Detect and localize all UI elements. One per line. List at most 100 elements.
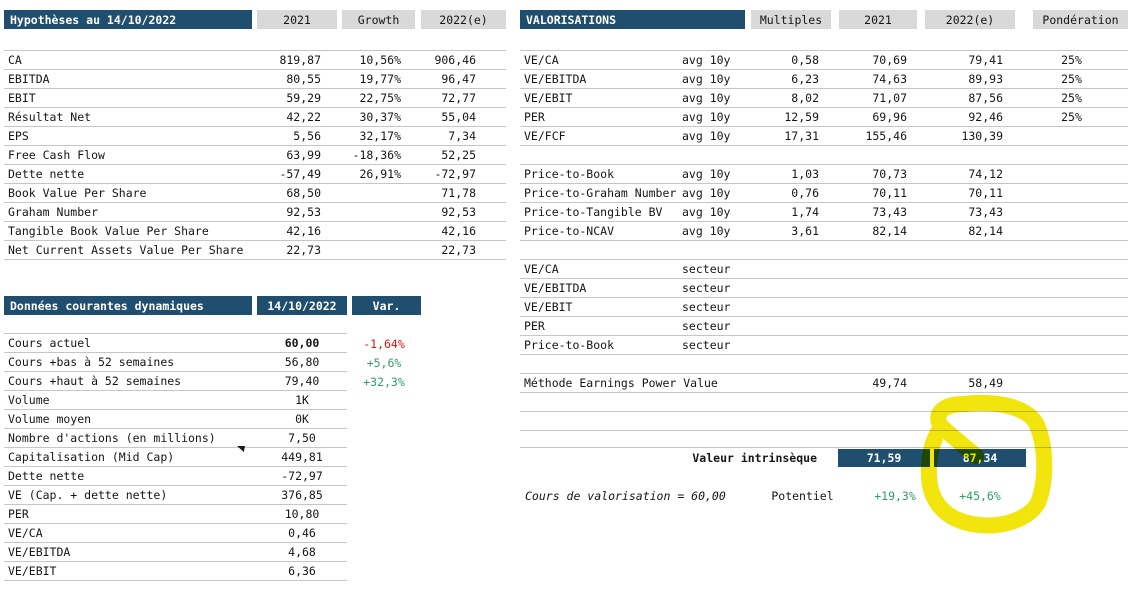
row-label[interactable]: VE/EBITDA	[524, 72, 587, 86]
cell-basis[interactable]: secteur	[682, 338, 731, 352]
cell-basis[interactable]: secteur	[682, 319, 731, 333]
cell-value[interactable]: 0K	[295, 412, 309, 426]
cell-2021[interactable]: -57,49	[279, 167, 321, 181]
cell-multiple[interactable]: 0,76	[791, 186, 819, 200]
row-label[interactable]: Capitalisation (Mid Cap)	[8, 450, 175, 464]
cell-2021[interactable]: 71,07	[872, 91, 907, 105]
intrinsic-value-2021[interactable]: 71,59	[838, 449, 930, 467]
cell-2021[interactable]: 92,53	[286, 205, 321, 219]
row-label[interactable]: Nombre d'actions (en millions)	[8, 431, 216, 445]
cell-2021[interactable]: 155,46	[865, 129, 907, 143]
cell-2021[interactable]: 69,96	[872, 110, 907, 124]
row-label[interactable]: Price-to-Book	[524, 167, 615, 181]
row-label[interactable]: EBITDA	[8, 72, 50, 86]
row-label[interactable]: Price-to-NCAV	[524, 224, 615, 238]
cell-var[interactable]	[347, 524, 421, 543]
cell-basis[interactable]: avg 10y	[682, 72, 731, 86]
row-label[interactable]: Tangible Book Value Per Share	[8, 224, 209, 238]
column-header-ponderation[interactable]: Pondération	[1033, 10, 1128, 29]
cell-multiple[interactable]: 3,61	[791, 224, 819, 238]
cell-growth[interactable]: -18,36%	[352, 148, 401, 162]
column-header-2022e[interactable]: 2022(e)	[421, 10, 506, 29]
cell-2022e[interactable]: 22,73	[441, 243, 476, 257]
column-header-growth[interactable]: Growth	[342, 10, 415, 29]
row-label[interactable]: Volume moyen	[8, 412, 92, 426]
cell-2021[interactable]: 59,29	[286, 91, 321, 105]
cell-var[interactable]	[347, 429, 421, 448]
cell-var[interactable]	[347, 448, 421, 467]
row-label[interactable]: Résultat Net	[8, 110, 92, 124]
column-header-2021[interactable]: 2021	[839, 10, 917, 29]
row-label[interactable]: Book Value Per Share	[8, 186, 147, 200]
cell-basis[interactable]: avg 10y	[682, 110, 731, 124]
cell-2022e[interactable]: 58,49	[968, 376, 1003, 390]
cell-2021[interactable]: 80,55	[286, 72, 321, 86]
cell-weight[interactable]	[1015, 127, 1128, 145]
cell-2022e[interactable]: 82,14	[968, 224, 1003, 238]
row-label[interactable]: VE/EBITDA	[524, 281, 587, 295]
row-label[interactable]: PER	[524, 110, 545, 124]
cell-multiple[interactable]: 1,74	[791, 205, 819, 219]
cell-weight[interactable]: 25%	[1061, 110, 1082, 124]
cell-weight[interactable]	[1015, 222, 1128, 240]
cell-2022e[interactable]: -72,97	[434, 167, 476, 181]
cell-growth[interactable]	[337, 184, 415, 202]
row-label[interactable]: VE/CA	[8, 526, 43, 540]
cell-2022e[interactable]: 7,34	[448, 129, 476, 143]
row-label[interactable]: EPS	[8, 129, 29, 143]
cell-var[interactable]: +32,3%	[363, 374, 405, 389]
cell-2021[interactable]: 42,22	[286, 110, 321, 124]
cell-2022e[interactable]: 906,46	[434, 53, 476, 67]
row-label[interactable]: Net Current Assets Value Per Share	[8, 243, 244, 257]
cell-2021[interactable]: 42,16	[286, 224, 321, 238]
row-label[interactable]: Price-to-Book	[524, 338, 615, 352]
cell-growth[interactable]	[337, 203, 415, 221]
row-label[interactable]: Volume	[8, 393, 50, 407]
cell-basis[interactable]: avg 10y	[682, 91, 731, 105]
cell-var[interactable]	[347, 410, 421, 429]
cell-basis[interactable]: avg 10y	[682, 167, 731, 181]
cell-var[interactable]	[347, 562, 421, 581]
cell-basis[interactable]: avg 10y	[682, 129, 731, 143]
cell-basis[interactable]: secteur	[682, 262, 731, 276]
row-label[interactable]: Cours +haut à 52 semaines	[8, 374, 182, 388]
donnees-title-cell[interactable]: Données courantes dynamiques	[4, 296, 252, 315]
cell-var[interactable]	[347, 505, 421, 524]
valorisations-title-cell[interactable]: VALORISATIONS	[520, 10, 745, 29]
cell-multiple[interactable]: 8,02	[791, 91, 819, 105]
cell-2022e[interactable]: 52,25	[441, 148, 476, 162]
cell-2021[interactable]: 73,43	[872, 205, 907, 219]
cell-2022e[interactable]: 92,46	[968, 110, 1003, 124]
cell-growth[interactable]: 22,75%	[359, 91, 401, 105]
row-label[interactable]: PER	[8, 507, 29, 521]
cell-basis[interactable]: secteur	[682, 281, 731, 295]
hypotheses-title-cell[interactable]: Hypothèses au 14/10/2022	[4, 10, 252, 29]
cell-value[interactable]: 56,80	[284, 355, 320, 369]
cell-value[interactable]: 60,00	[284, 336, 320, 350]
cell-growth[interactable]: 10,56%	[359, 53, 401, 67]
cell-2021[interactable]: 68,50	[286, 186, 321, 200]
cell-var[interactable]	[347, 391, 421, 410]
cell-value[interactable]: 0,46	[288, 526, 316, 540]
cell-2021[interactable]: 63,99	[286, 148, 321, 162]
column-header-var[interactable]: Var.	[352, 296, 421, 315]
cell-var[interactable]	[347, 486, 421, 505]
cell-basis[interactable]: avg 10y	[682, 53, 731, 67]
cell-2022e[interactable]: 89,93	[968, 72, 1003, 86]
row-label[interactable]: VE/FCF	[524, 129, 566, 143]
cell-2021[interactable]: 5,56	[293, 129, 321, 143]
row-label[interactable]: VE/EBITDA	[8, 545, 71, 559]
row-label[interactable]: VE (Cap. + dette nette)	[8, 488, 168, 502]
cell-var[interactable]: -1,64%	[363, 336, 405, 351]
row-label[interactable]: EBIT	[8, 91, 36, 105]
cell-2021[interactable]: 82,14	[872, 224, 907, 238]
potential-2021[interactable]: +19,3%	[874, 488, 916, 503]
cell-growth[interactable]	[337, 222, 415, 240]
row-label[interactable]: PER	[524, 319, 545, 333]
valuation-price-label[interactable]: Cours de valorisation = 60,00	[525, 488, 726, 503]
cell-2022e[interactable]: 55,04	[441, 110, 476, 124]
cell-multiple[interactable]: 12,59	[784, 110, 819, 124]
row-label[interactable]: Dette nette	[8, 167, 85, 181]
row-label[interactable]: VE/CA	[524, 262, 559, 276]
column-header-2022e[interactable]: 2022(e)	[925, 10, 1015, 29]
